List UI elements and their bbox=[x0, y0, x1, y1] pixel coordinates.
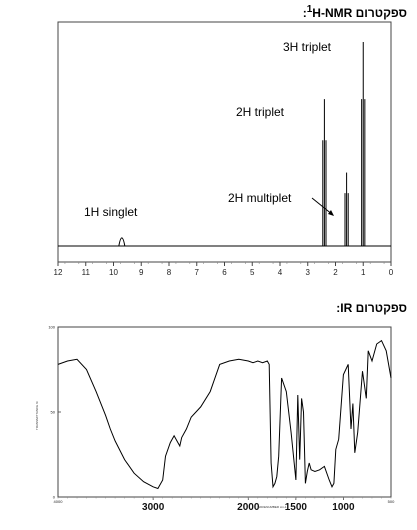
nmr-tick-label: 0 bbox=[389, 268, 394, 277]
heading-superscript: 1 bbox=[306, 4, 313, 15]
nmr-tick-label: 7 bbox=[195, 268, 200, 277]
nmr-tick-label: 5 bbox=[250, 268, 255, 277]
nmr-peak-label: 1H singlet bbox=[84, 205, 138, 219]
nmr-tick-label: 8 bbox=[167, 268, 172, 277]
heading-label: H-NMR bbox=[312, 6, 353, 20]
nmr-tick-label: 9 bbox=[139, 268, 144, 277]
nmr-tick-label: 6 bbox=[222, 268, 227, 277]
nmr-tick-label: 12 bbox=[54, 268, 63, 277]
nmr-tick-label: 3 bbox=[306, 268, 311, 277]
nmr-annotation-group: 1H singlet 2H triplet 2H multiplet 3H tripl… bbox=[84, 40, 332, 219]
nmr-peak-group bbox=[118, 42, 366, 247]
ir-x-tick-label-small: 500 bbox=[388, 499, 395, 504]
heading-suffix: : bbox=[302, 6, 307, 20]
ir-y-tick-label: 100 bbox=[48, 325, 55, 330]
ir-y-axis-title: TRANSMITTANCE % bbox=[35, 401, 39, 430]
ir-x-tick-label-small: 4000 bbox=[54, 499, 64, 504]
ir-x-tick-label: 1500 bbox=[285, 502, 308, 513]
nmr-tick-label: 2 bbox=[333, 268, 338, 277]
ir-x-tick-label: 2000 bbox=[237, 502, 260, 513]
nmr-tick-label: 1 bbox=[361, 268, 366, 277]
ir-x-tick-label: 1000 bbox=[332, 502, 355, 513]
ir-y-tick-label: 50 bbox=[51, 410, 56, 415]
multiplet-arrow-head bbox=[328, 210, 334, 216]
nmr-tick-label: 4 bbox=[278, 268, 283, 277]
nmr-peak-label: 3H triplet bbox=[283, 40, 332, 54]
ir-x-tick-group: 3000 2000 1500 1000 4000 500 bbox=[54, 497, 395, 513]
ir-x-axis-title: WAVENUMBER cm-1 bbox=[258, 505, 287, 509]
heading-prefix: ספקטרום bbox=[352, 6, 407, 20]
ir-y-tick-group: 100 50 0 bbox=[48, 325, 61, 500]
nmr-peak-label: 2H triplet bbox=[236, 105, 285, 119]
nmr-tick-label: 10 bbox=[109, 268, 118, 277]
ir-spectrum-heading: ספקטרום IR: bbox=[336, 301, 407, 315]
ir-x-tick-label: 3000 bbox=[142, 502, 165, 513]
nmr-tick-group: 12 11 10 9 8 7 6 5 4 3 2 1 0 bbox=[54, 262, 394, 277]
nmr-peak bbox=[118, 237, 126, 247]
ir-y-tick-label: 0 bbox=[53, 495, 56, 500]
nmr-peak-label: 2H multiplet bbox=[228, 191, 292, 205]
ir-spectrum-line bbox=[57, 339, 392, 490]
nmr-tick-label: 11 bbox=[82, 268, 91, 277]
nmr-spectrum-heading: ספקטרום 1H-NMR: bbox=[303, 4, 407, 20]
